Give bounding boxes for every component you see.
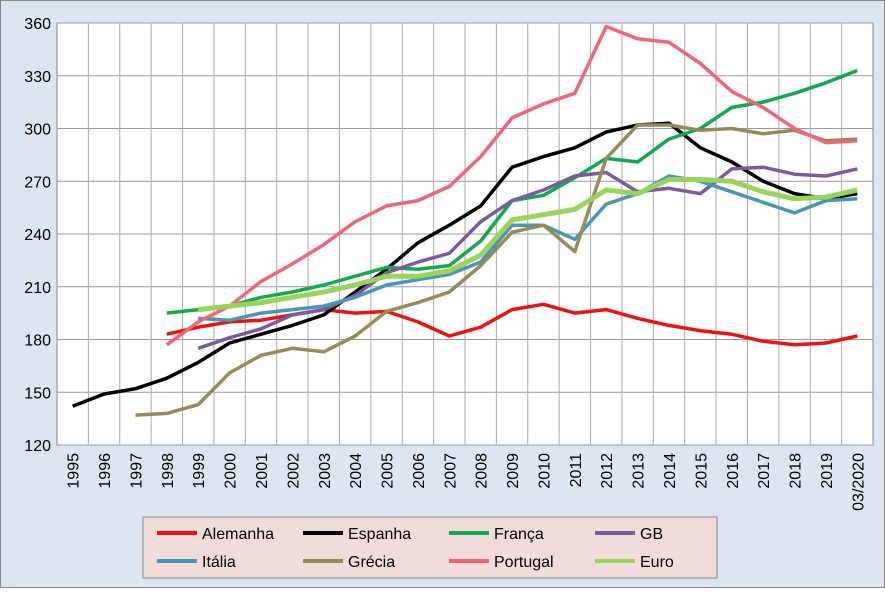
legend-label: Alemanha <box>202 526 274 543</box>
x-tick-label: 2006 <box>411 453 428 489</box>
legend-label: GB <box>640 526 663 543</box>
x-tick-label: 1999 <box>191 453 208 489</box>
x-tick-label: 2015 <box>693 453 710 489</box>
x-tick-label: 2014 <box>662 453 679 489</box>
x-tick-label: 1998 <box>160 453 177 489</box>
x-tick-label: 2008 <box>474 453 491 489</box>
x-tick-label: 1996 <box>97 453 114 489</box>
y-tick-label: 270 <box>24 174 51 191</box>
series-line <box>197 165 858 350</box>
series-line <box>72 121 858 408</box>
x-tick-label: 2012 <box>599 453 616 489</box>
y-tick-label: 150 <box>24 385 51 402</box>
x-tick-label: 2004 <box>348 453 365 489</box>
legend-label: Grécia <box>348 554 395 571</box>
y-tick-label: 210 <box>24 280 51 297</box>
x-tick-label: 2003 <box>317 453 334 489</box>
y-tick-label: 240 <box>24 227 51 244</box>
x-tick-label: 2017 <box>756 453 773 489</box>
series-line <box>166 302 858 347</box>
series-line <box>165 24 858 347</box>
x-tick-label: 2000 <box>223 453 240 489</box>
y-tick-label: 360 <box>24 16 51 33</box>
series-line <box>197 177 858 313</box>
x-tick-label: 1995 <box>66 453 83 489</box>
legend-label: Euro <box>640 554 674 571</box>
legend-label: Itália <box>202 554 236 571</box>
x-tick-label: 1997 <box>128 453 145 489</box>
x-tick-label: 2009 <box>505 453 522 489</box>
legend-label: França <box>494 526 544 543</box>
x-tick-label: 2016 <box>725 453 742 489</box>
legend-label: Espanha <box>348 526 411 543</box>
series-line <box>198 174 858 322</box>
y-tick-label: 120 <box>24 438 51 455</box>
x-tick-label: 2007 <box>442 453 459 489</box>
x-tick-label: 2002 <box>285 453 302 489</box>
legend-label: Portugal <box>494 554 554 571</box>
y-tick-label: 180 <box>24 333 51 350</box>
x-tick-label: 2019 <box>819 453 836 489</box>
legend <box>142 516 718 579</box>
y-tick-label: 330 <box>24 69 51 86</box>
x-tick-label: 2010 <box>536 453 553 489</box>
x-tick-label: 2011 <box>568 453 585 488</box>
y-tick-label: 300 <box>24 122 51 139</box>
series-line <box>135 123 858 417</box>
x-tick-label: 2001 <box>254 453 271 489</box>
x-tick-label: 2005 <box>380 453 397 489</box>
x-tick-label: 2018 <box>788 453 805 489</box>
x-tick-label: 03/2020 <box>850 453 867 511</box>
x-tick-label: 2013 <box>631 453 648 489</box>
